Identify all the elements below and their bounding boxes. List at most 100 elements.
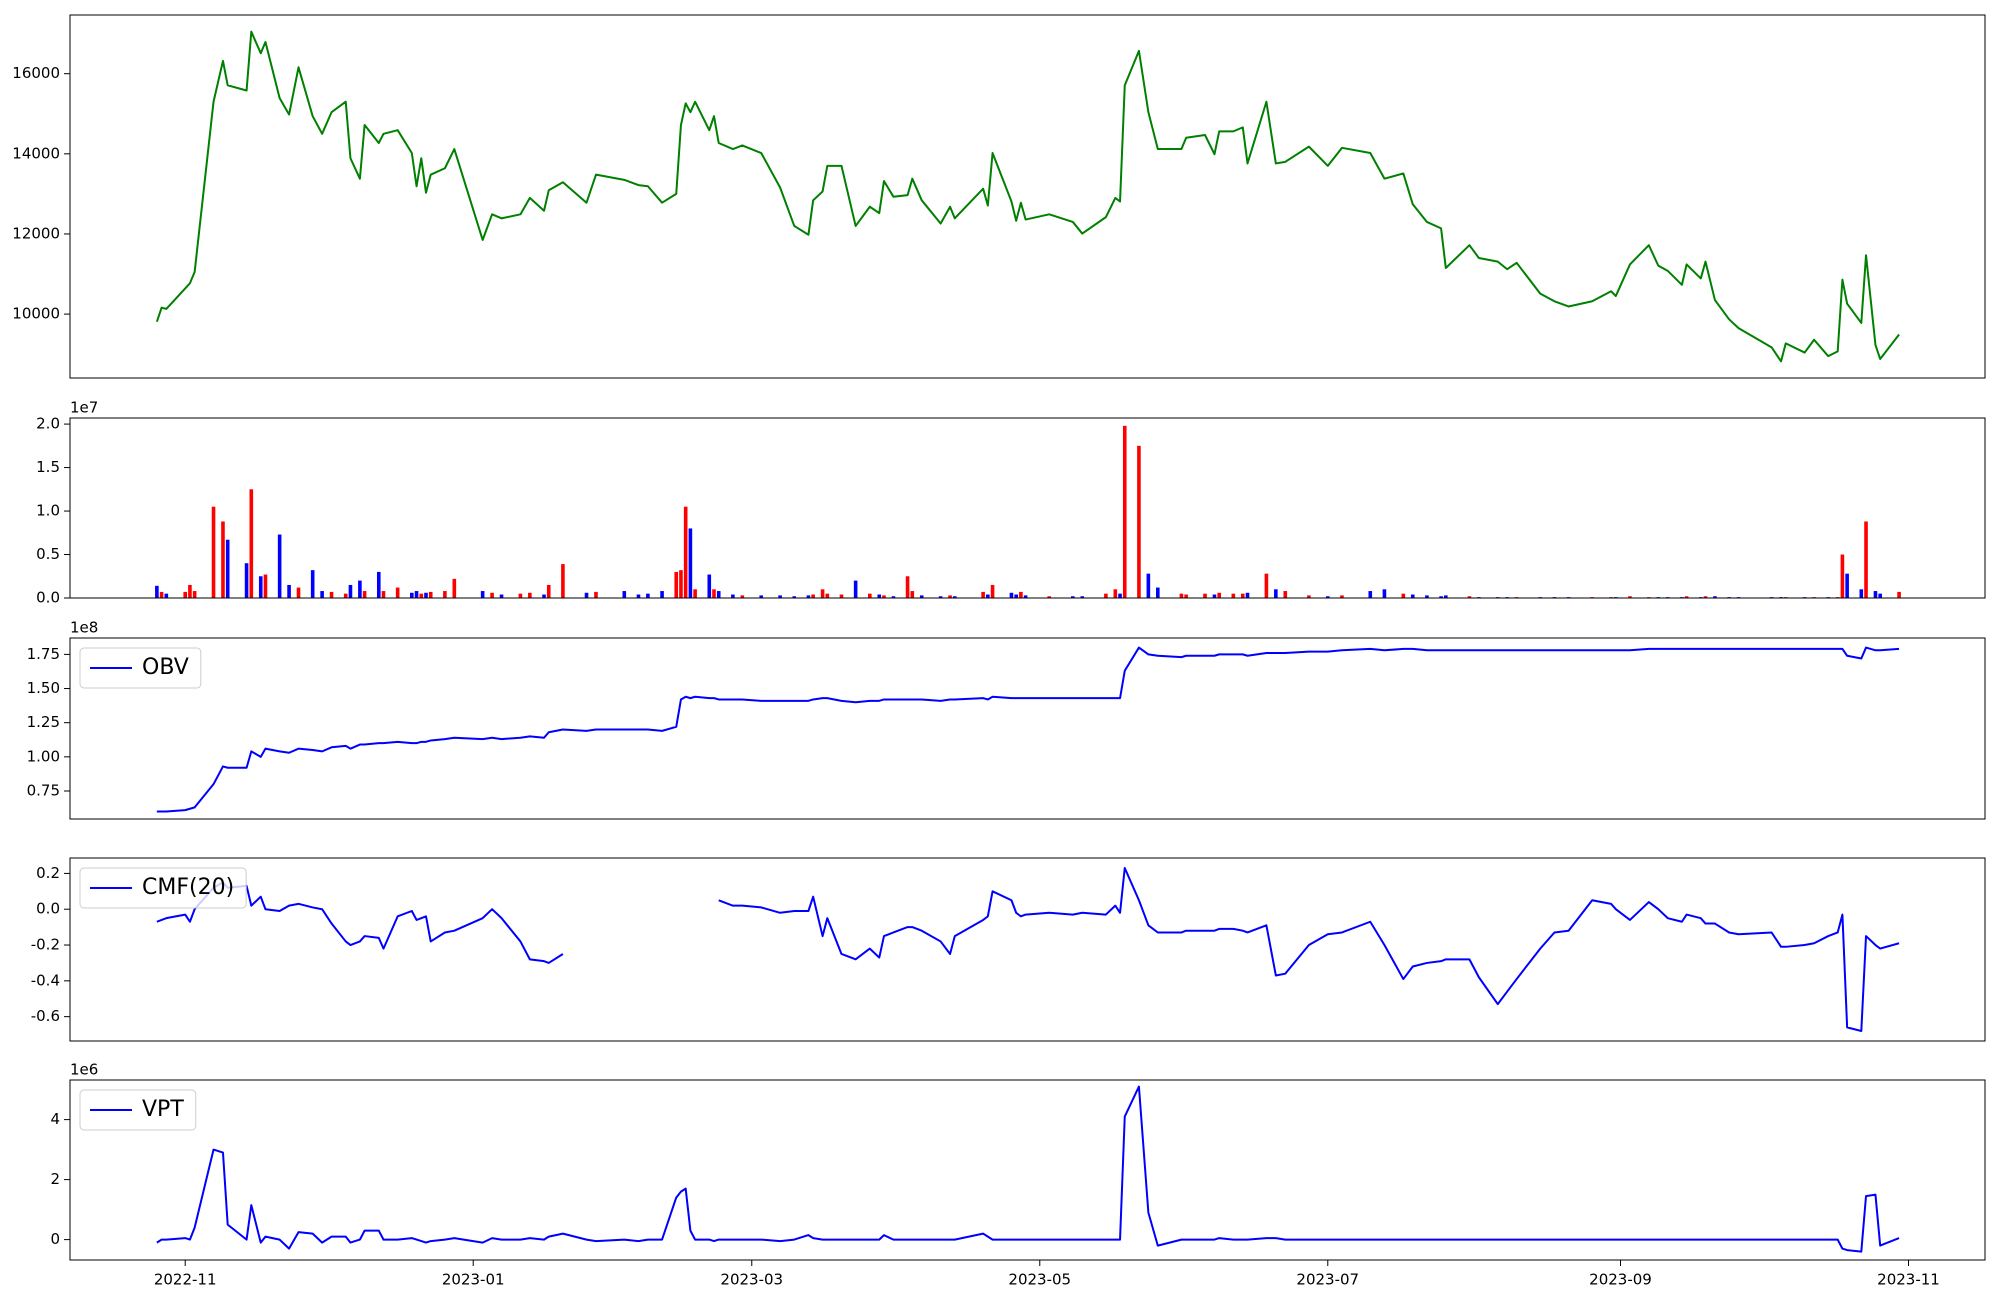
volume-bar [1684, 596, 1689, 598]
volume-bar [329, 591, 334, 598]
volume-bar [1703, 596, 1708, 598]
axes-frame [69, 857, 1986, 1042]
y-tick-label: 14000 [12, 144, 60, 162]
axes-frame [69, 417, 1986, 599]
volume-bar [249, 489, 254, 598]
volume-bar [1240, 593, 1245, 598]
volume-bar [839, 594, 844, 598]
volume-bar [712, 589, 716, 598]
axis-offset-label: 1e8 [70, 619, 98, 637]
volume-bar [183, 591, 188, 598]
x-tick-label: 2023-11 [1877, 1271, 1940, 1289]
volume-bar [499, 594, 504, 598]
volume-bar [1231, 593, 1236, 598]
y-tick-label: 12000 [12, 224, 60, 242]
legend-label: VPT [142, 1097, 184, 1122]
volume-bar [192, 591, 197, 598]
volume-bar [1014, 594, 1018, 598]
volume-bar [1071, 596, 1075, 598]
volume-bar [1628, 596, 1632, 598]
volume-bar [1217, 592, 1221, 598]
volume-bar [759, 595, 764, 598]
volume-bar [490, 592, 494, 598]
volume-bar [1274, 589, 1278, 598]
volume-bar [211, 506, 216, 598]
volume-bar [395, 587, 400, 598]
y-tick-label: 0 [50, 1230, 60, 1248]
volume-bar [1897, 591, 1901, 598]
y-tick-label: 2 [50, 1170, 60, 1188]
panel: 0.0 0.5 1.0 1.5 2.0 1e7 [36, 399, 1986, 607]
volume-bar [1713, 596, 1717, 598]
volume-bar [1179, 593, 1184, 598]
legend: VPT [79, 1089, 197, 1131]
series-line [156, 867, 1900, 1032]
y-tick-label: 0.5 [36, 545, 60, 563]
volume-bar [320, 591, 324, 598]
volume-bar [778, 595, 782, 598]
y-tick-label: 1.25 [27, 713, 60, 731]
x-tick-label: 2022-11 [154, 1271, 217, 1289]
y-tick-label: 10000 [12, 305, 60, 323]
volume-bar [1307, 595, 1311, 598]
volume-bar [528, 592, 532, 598]
panel: 0.2 0.0 -0.2 -0.4 -0.6 CMF(20) [31, 857, 1986, 1042]
volume-bar [358, 580, 362, 598]
volume-bar [428, 591, 433, 598]
volume-bar [410, 592, 414, 598]
volume-bar [990, 584, 995, 598]
volume-bar [164, 593, 169, 598]
volume-bar [948, 595, 952, 598]
panel: 10000 12000 14000 16000 [12, 14, 1986, 379]
volume-bar [825, 593, 830, 598]
volume-bar [561, 564, 565, 598]
series-line [155, 30, 1900, 363]
volume-bar [1401, 593, 1406, 598]
volume-bar [981, 591, 985, 598]
volume-bar [1203, 593, 1207, 598]
volume-bar [1873, 591, 1878, 598]
x-tick-label: 2023-05 [1008, 1271, 1071, 1289]
volume-bar [1859, 589, 1864, 598]
volume-bar [1118, 593, 1122, 598]
volume-bar [905, 576, 910, 598]
y-tick-label: 0.0 [36, 900, 60, 918]
y-tick-label: 0.2 [36, 864, 60, 882]
volume-bar [1080, 596, 1085, 598]
legend-label: CMF(20) [142, 875, 234, 900]
axes-frame [69, 14, 1986, 379]
axes-frame [69, 1079, 1986, 1261]
volume-bar [1245, 592, 1250, 598]
volume-bar [622, 591, 627, 598]
panel: 0.75 1.00 1.25 1.50 1.75 1e8 OBV [27, 619, 1986, 820]
volume-bar [414, 591, 419, 598]
volume-bar [1467, 596, 1472, 598]
volume-bar [1425, 595, 1429, 598]
volume-bar [155, 585, 159, 598]
volume-bar [518, 593, 523, 598]
legend-box [79, 867, 247, 909]
volume-bar [1184, 594, 1188, 598]
volume-bar [225, 539, 230, 598]
volume-bar [443, 591, 447, 598]
volume-bar [244, 563, 249, 598]
volume-bar [1439, 596, 1443, 598]
volume-bar [693, 589, 697, 598]
volume-bar [636, 594, 641, 598]
volume-bar [868, 593, 872, 598]
volume-bar [376, 571, 381, 598]
volume-bar [296, 587, 301, 598]
volume-bar [820, 589, 825, 598]
volume-bar [660, 591, 664, 598]
volume-bar [343, 593, 348, 598]
panel: 0 2 4 1e6 VPT 2022-11 2023-01 2023-03 2023-05 202… [50, 1061, 1986, 1289]
volume-bar [1444, 595, 1448, 598]
volume-bar [1382, 589, 1387, 598]
volume-bar [221, 521, 225, 598]
y-tick-label: 0.0 [36, 589, 60, 607]
volume-bar [1137, 445, 1141, 598]
volume-bar [986, 594, 990, 598]
x-tick-label: 2023-09 [1589, 1271, 1652, 1289]
